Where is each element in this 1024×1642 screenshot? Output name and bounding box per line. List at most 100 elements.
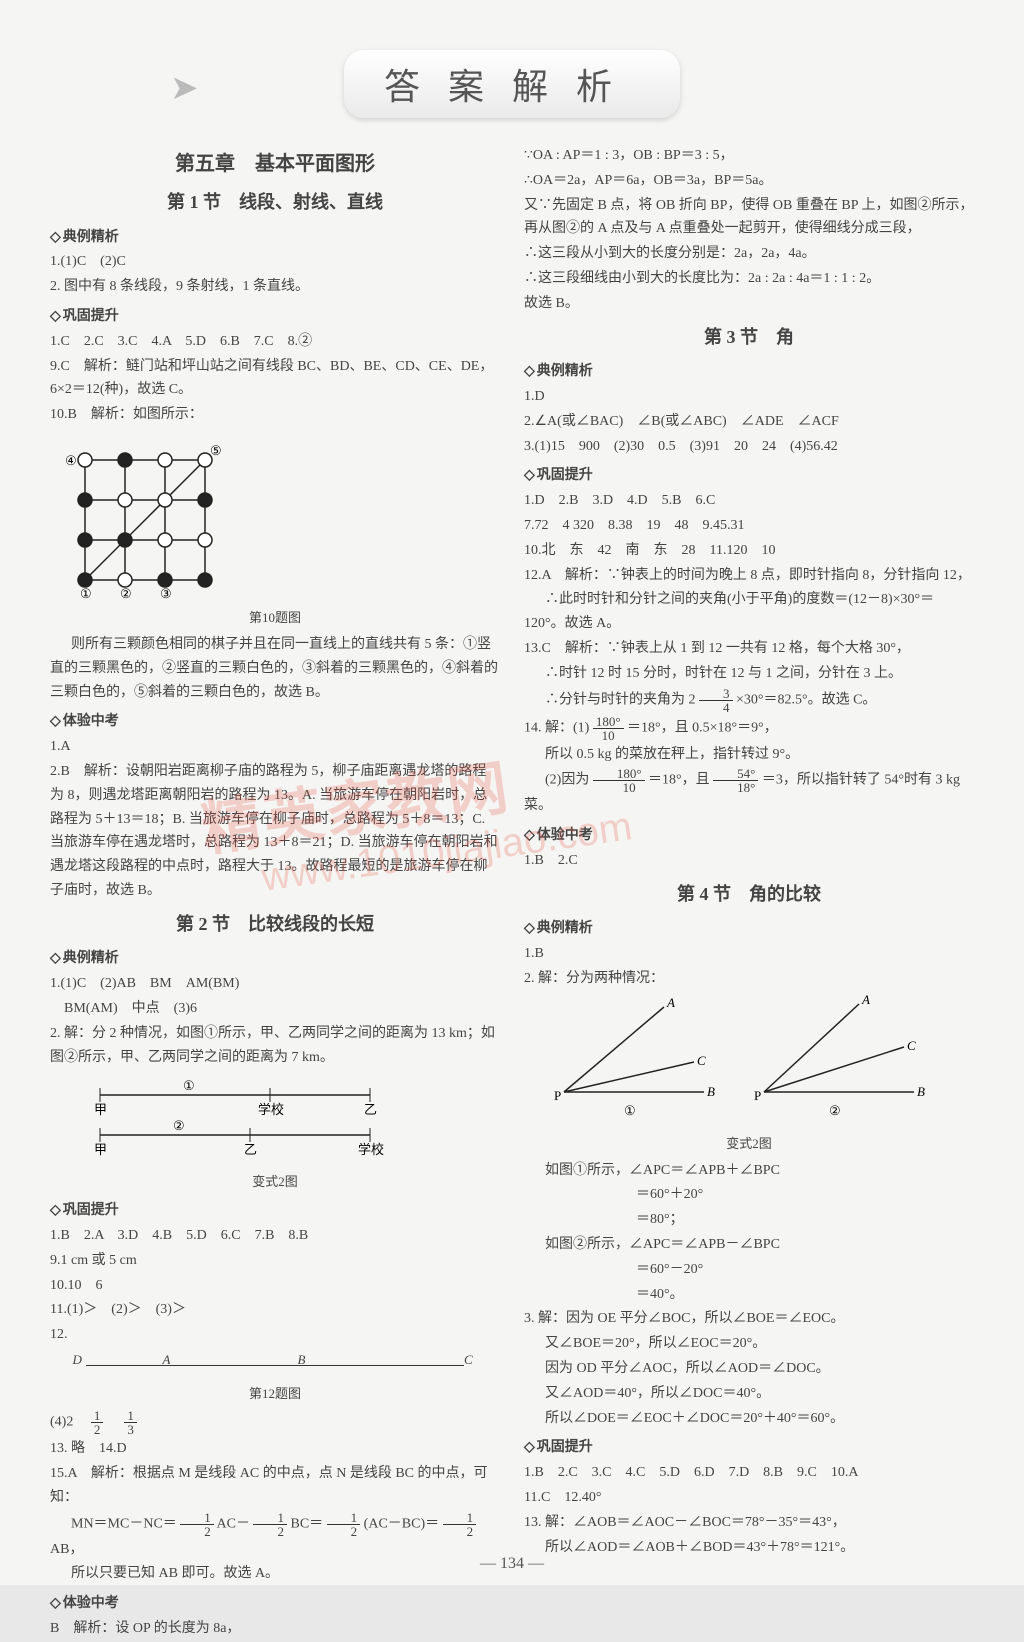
sec3-h1: 典例精析 [524,360,974,384]
text: 如图②所示，∠APC＝∠APB－∠BPC [524,1233,974,1257]
sec2-h3: 体验中考 [50,1592,500,1616]
text: 1.(1)C (2)AB BM AM(BM) [50,972,500,996]
text: 12.A 解析：∵钟表上的时间为晚上 8 点，即时针指向 8，分针指向 12， [524,564,974,588]
text: ＝60°＋20° [524,1183,974,1207]
sec2-title: 第 2 节 比较线段的长短 [50,909,500,940]
svg-text:C: C [907,1038,916,1053]
text: 2. 图中有 8 条线段，9 条射线，1 条直线。 [50,275,500,299]
sec3-h2: 巩固提升 [524,464,974,488]
text: 3. 解：因为 OE 平分∠BOC，所以∠BOE＝∠EOC。 [524,1307,974,1331]
sec4-h2: 巩固提升 [524,1436,974,1460]
svg-text:⑤: ⑤ [210,443,222,458]
text: 1.C 2.C 3.C 4.A 5.D 6.B 7.C 8.② [50,330,500,354]
text: ∴时针 12 时 15 分时，时针在 12 与 1 之间，分针在 3 上。 [524,662,974,686]
text: 1.B [524,942,974,966]
text: 又∠AOD＝40°，所以∠DOC＝40°。 [524,1382,974,1406]
text: 3.(1)15 900 (2)30 0.5 (3)91 20 24 (4)56.… [524,435,974,459]
banner: ➤ 答案解析 [50,50,974,118]
svg-text:①: ① [80,586,92,601]
svg-text:学校: 学校 [258,1102,284,1117]
svg-text:A: A [666,995,675,1010]
sec3-h3: 体验中考 [524,824,974,848]
text: (2)因为 180°10 ＝18°，且 54°18° ＝3，所以指针转了 54°… [524,767,974,818]
seg-caption: 变式2图 [50,1171,500,1193]
text: 1.B 2.A 3.D 4.B 5.D 6.C 7.B 8.B [50,1224,500,1248]
text: ＝40°。 [524,1283,974,1307]
sec1-h3: 体验中考 [50,710,500,734]
svg-text:③: ③ [160,586,172,601]
svg-text:乙: 乙 [364,1102,377,1117]
text: 1.(1)C (2)C [50,250,500,274]
svg-text:④: ④ [65,453,77,468]
text: ＝80°； [524,1208,974,1232]
svg-text:B: B [917,1084,925,1099]
chapter-title: 第五章 基本平面图形 [50,147,500,181]
text: ∴OA＝2a，AP＝6a，OB＝3a，BP＝5a。 [524,169,974,193]
text: ∴这三段细线由小到大的长度比为：2a : 2a : 4a＝1 : 1 : 2。 [524,267,974,291]
page-number: 134 [0,1555,1024,1573]
text: ∴这三段从小到大的长度分别是：2a，2a，4a。 [524,242,974,266]
text: 7.72 4 320 8.38 19 48 9.45.31 [524,514,974,538]
angle-caption: 变式2图 [524,1133,974,1155]
text: ∵OA : AP＝1 : 3，OB : BP＝3 : 5， [524,144,974,168]
page: ➤ 答案解析 第五章 基本平面图形 第 1 节 线段、射线、直线 典例精析 1.… [0,0,1024,1585]
text: 11.C 12.40° [524,1486,974,1510]
columns: 第五章 基本平面图形 第 1 节 线段、射线、直线 典例精析 1.(1)C (2… [50,143,974,1642]
text: 如图①所示，∠APC＝∠APB＋∠BPC [524,1159,974,1183]
grid-caption: 第10题图 [50,607,500,629]
col-left: 第五章 基本平面图形 第 1 节 线段、射线、直线 典例精析 1.(1)C (2… [50,143,500,1642]
text: 则所有三颗颜色相同的棋子并且在同一直线上的直线共有 5 条：①竖直的三颗黑色的，… [50,633,500,704]
sec3-title: 第 3 节 角 [524,322,974,353]
text: 2.∠A(或∠BAC) ∠B(或∠ABC) ∠ADE ∠ACF [524,410,974,434]
svg-text:学校: 学校 [358,1142,384,1157]
svg-text:②: ② [120,586,132,601]
text: ＝60°－20° [524,1258,974,1282]
text: 11.(1)＞ (2)＞ (3)＞ [50,1298,500,1322]
text: 1.D [524,385,974,409]
grid-diagram: ① ② ③ ④ ⑤ [60,435,230,605]
sec1-h1: 典例精析 [50,226,500,250]
text: 2.B 解析：设朝阳岩距离柳子庙的路程为 5，柳子庙距离遇龙塔的路程为 8，则遇… [50,760,500,903]
svg-text:①: ① [183,1078,195,1093]
text: 1.D 2.B 3.D 4.D 5.B 6.C [524,489,974,513]
sec2-h2: 巩固提升 [50,1199,500,1223]
sec1-title: 第 1 节 线段、射线、直线 [50,187,500,218]
numline-A: A [163,1349,171,1371]
svg-text:乙: 乙 [244,1142,257,1157]
arrow-icon: ➤ [170,68,199,108]
svg-text:甲: 甲 [94,1102,107,1117]
q12: 12. D A B C 第12题图 [50,1323,500,1405]
number-line: D A B C [50,1353,500,1377]
numline-B: B [298,1349,306,1371]
text: 10.北 东 42 南 东 28 11.120 10 [524,539,974,563]
text: 13. 解：∠AOB＝∠AOC－∠BOC＝78°－35°＝43°， [524,1511,974,1535]
text: 9.C 解析：鲢门站和坪山站之间有线段 BC、BD、BE、CD、CE、DE，6×… [50,355,500,403]
col-right: ∵OA : AP＝1 : 3，OB : BP＝3 : 5， ∴OA＝2a，AP＝… [524,143,974,1642]
angle-diagram: PA CB ① PA CB ② [524,992,974,1131]
text: ∴分针与时针的夹角为 2 34 ×30°＝82.5°。故选 C。 [524,687,974,714]
text: 1.A [50,735,500,759]
text: 所以 0.5 kg 的菜放在秤上，指针转过 9°。 [524,743,974,767]
text: 10.B 解析：如图所示： [50,403,500,427]
numline-C: C [464,1349,473,1371]
text: 1.B 2.C 3.C 4.C 5.D 6.D 7.D 8.B 9.C 10.A [524,1461,974,1485]
svg-text:②: ② [829,1103,841,1118]
sec2-h1: 典例精析 [50,947,500,971]
text: 又∠BOE＝20°，所以∠EOC＝20°。 [524,1332,974,1356]
numline-D: D [73,1349,82,1371]
sec1-h2: 巩固提升 [50,305,500,329]
banner-title: 答案解析 [344,50,680,118]
text: MN＝MC－NC＝ 12 AC－ 12 BC＝ 12 (AC－BC)＝ 12 A… [50,1511,500,1562]
svg-text:①: ① [624,1103,636,1118]
text: 13.C 解析：∵钟表上从 1 到 12 一共有 12 格，每个大格 30°， [524,637,974,661]
text: 2. 解：分 2 种情况，如图①所示，甲、乙两同学之间的距离为 13 km；如图… [50,1022,500,1070]
numline-caption: 第12题图 [50,1383,500,1405]
svg-text:A: A [861,992,870,1007]
svg-text:②: ② [173,1118,185,1133]
text: ∴此时时针和分针之间的夹角(小于平角)的度数＝(12－8)×30°＝120°。故… [524,588,974,636]
sec4-title: 第 4 节 角的比较 [524,879,974,910]
text: 2. 解：分为两种情况： [524,967,974,991]
svg-text:P: P [554,1088,561,1103]
segment-diagram: 甲① 学校乙 甲② 乙学校 [50,1070,500,1169]
text: 15.A 解析：根据点 M 是线段 AC 的中点，点 N 是线段 BC 的中点，… [50,1462,500,1510]
